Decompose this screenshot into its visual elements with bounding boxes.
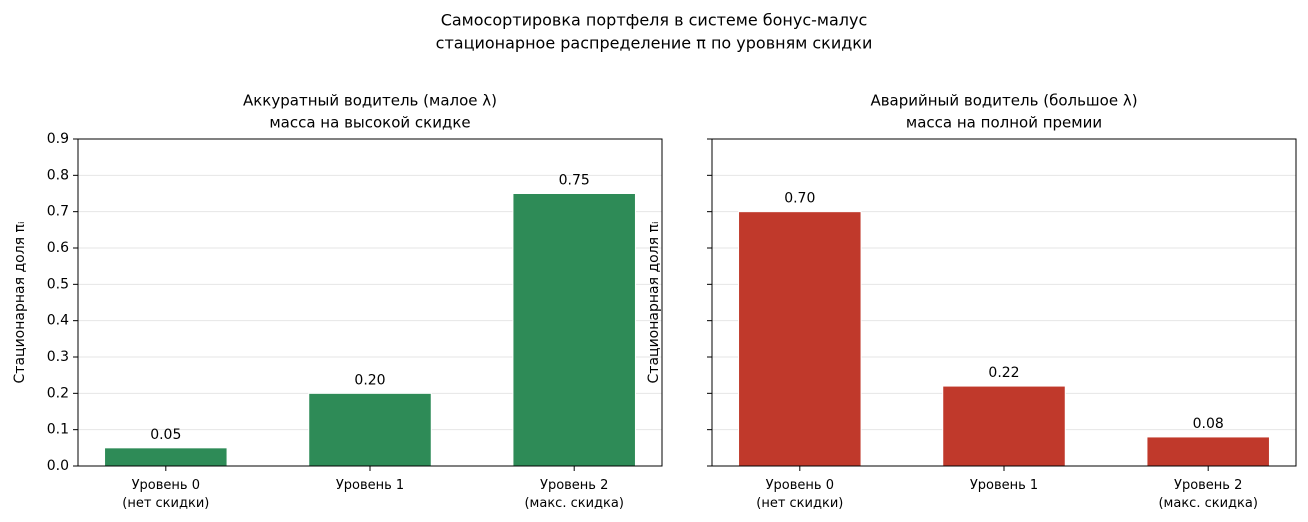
bar (104, 447, 228, 467)
value-label: 0.08 (1193, 416, 1224, 432)
axes-frame (77, 138, 663, 467)
y-tick-label: 0.9 (47, 131, 69, 147)
bar (738, 211, 862, 467)
x-tick-label-line: Уровень 1 (970, 478, 1038, 493)
y-tick-label: 0.1 (47, 422, 69, 438)
value-label: 0.75 (559, 173, 590, 189)
y-tick-label: 0.6 (47, 240, 69, 256)
y-axis-label: Стационарная доля πᵢ (12, 222, 28, 384)
x-tick-label-line: Уровень 0 (766, 478, 834, 493)
y-tick-label: 0.4 (47, 313, 69, 329)
x-tick-label: Уровень 0 (нет скидки) (122, 478, 209, 511)
value-label: 0.20 (354, 372, 385, 388)
x-tick-label-line: (макс. скидка) (524, 496, 623, 511)
subplot-title: масса на высокой скидке (269, 114, 470, 132)
subplot-title: масса на полной премии (906, 114, 1102, 132)
y-tick-label: 0.3 (47, 349, 69, 365)
x-tick-label: Уровень 1 (336, 478, 404, 493)
y-tick-label: 0.7 (47, 204, 69, 220)
x-tick-label-line: Уровень 2 (1174, 478, 1242, 493)
bar (308, 392, 432, 467)
value-label: 0.70 (784, 191, 815, 207)
bar (1146, 436, 1270, 467)
x-tick-label-line: (нет скидки) (756, 496, 843, 511)
y-tick-label: 0.5 (47, 276, 69, 292)
bar (942, 385, 1066, 467)
axes-frame (711, 138, 1297, 467)
y-tick-label: 0.0 (47, 458, 69, 474)
subplot-title: Аккуратный водитель (малое λ) (243, 92, 497, 110)
x-tick-label-line: (нет скидки) (122, 496, 209, 511)
value-label: 0.22 (988, 365, 1019, 381)
x-tick-label: Уровень 1 (970, 478, 1038, 493)
x-tick-label-line: Уровень 2 (540, 478, 608, 493)
x-tick-label-line: Уровень 0 (132, 478, 200, 493)
y-tick-label: 0.2 (47, 385, 69, 401)
x-tick-label: Уровень 0 (нет скидки) (756, 478, 843, 511)
suptitle: Самосортировка портфеля в системе бонус-… (441, 11, 868, 30)
x-tick-label-line: (макс. скидка) (1158, 496, 1257, 511)
x-tick-label: Уровень 2 (макс. скидка) (1158, 478, 1257, 511)
value-label: 0.05 (150, 427, 181, 443)
x-tick-label: Уровень 2 (макс. скидка) (524, 478, 623, 511)
y-tick-label: 0.8 (47, 167, 69, 183)
suptitle: стационарное распределение π по уровням … (436, 34, 873, 53)
subplot-title: Аварийный водитель (большое λ) (870, 92, 1137, 110)
bar (512, 193, 636, 467)
y-axis-label: Стационарная доля πᵢ (646, 222, 662, 384)
x-tick-label-line: Уровень 1 (336, 478, 404, 493)
